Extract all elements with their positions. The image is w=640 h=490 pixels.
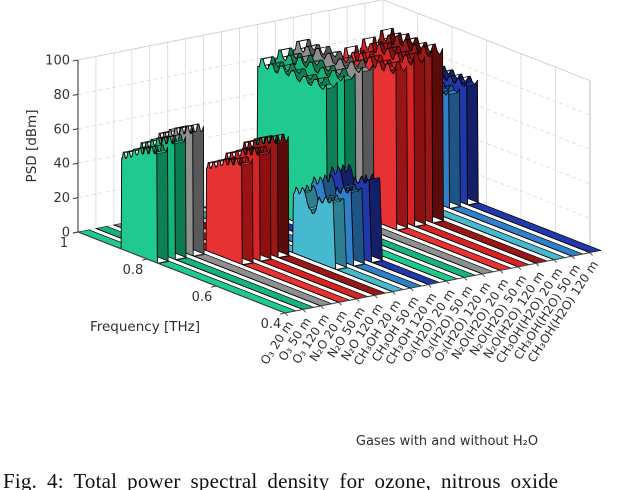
x-tick-label: 0.6 [192,290,213,305]
x-tick [72,231,79,234]
y-tick [72,93,79,96]
category-tick [571,255,575,260]
category-tick [446,280,450,285]
y-axis-label: PSD [dBm] [24,110,40,183]
category-tick [356,298,360,302]
category-tick [499,270,504,274]
category-tick [284,312,288,317]
y-tick [72,128,79,131]
category-tick [482,273,486,278]
ribbon-front-face [77,146,286,314]
category-tick [535,262,540,267]
category-tick [392,291,396,295]
y-tick [72,59,79,62]
ribbons [77,27,602,314]
x-tick [141,258,148,261]
left-wall-top-edge [77,0,384,61]
x-tick [210,285,217,288]
category-tick [553,259,558,263]
x-tick-label: 1 [60,236,68,251]
category-tick [338,302,342,306]
category-tick [374,294,378,299]
ribbon-front-face [167,135,376,296]
y-tick-label: 20 [53,191,70,206]
category-tick [302,309,306,313]
category-axis-label: Gases with and without H₂O [356,434,538,449]
x-tick [279,312,286,315]
y-tick-label: 40 [53,157,70,172]
ribbon-front-face [239,58,447,282]
ribbon-front-face [149,147,358,300]
right-wall-top-edge [382,0,591,82]
y-tick [72,162,79,165]
x-tick-label: 0.8 [123,263,144,278]
figure-caption: Fig. 4: Total power spectral density for… [3,469,559,490]
y-tick-label: 80 [53,88,70,103]
ribbon-O₃ 20 m [77,144,297,314]
ribbon-front-face [185,186,394,293]
y-tick-label: 60 [53,122,70,137]
category-tick [320,305,324,310]
x-tick-label: 0.4 [261,317,282,332]
grid-line-psd-left [77,33,384,95]
axis-lines [77,60,591,314]
category-tick [589,252,593,256]
ribbon-front-face [131,158,340,303]
y-tick [72,197,79,200]
category-tick [517,266,522,270]
x-axis-label: Frequency [THz] [90,319,200,335]
category-tick [410,287,414,292]
category-axis-line [284,252,591,314]
y-tick-label: 100 [45,54,70,69]
category-tick [464,277,468,281]
frequency-axis-line [77,231,286,314]
y-tick-label: 0 [62,226,70,241]
category-tick [428,284,432,288]
